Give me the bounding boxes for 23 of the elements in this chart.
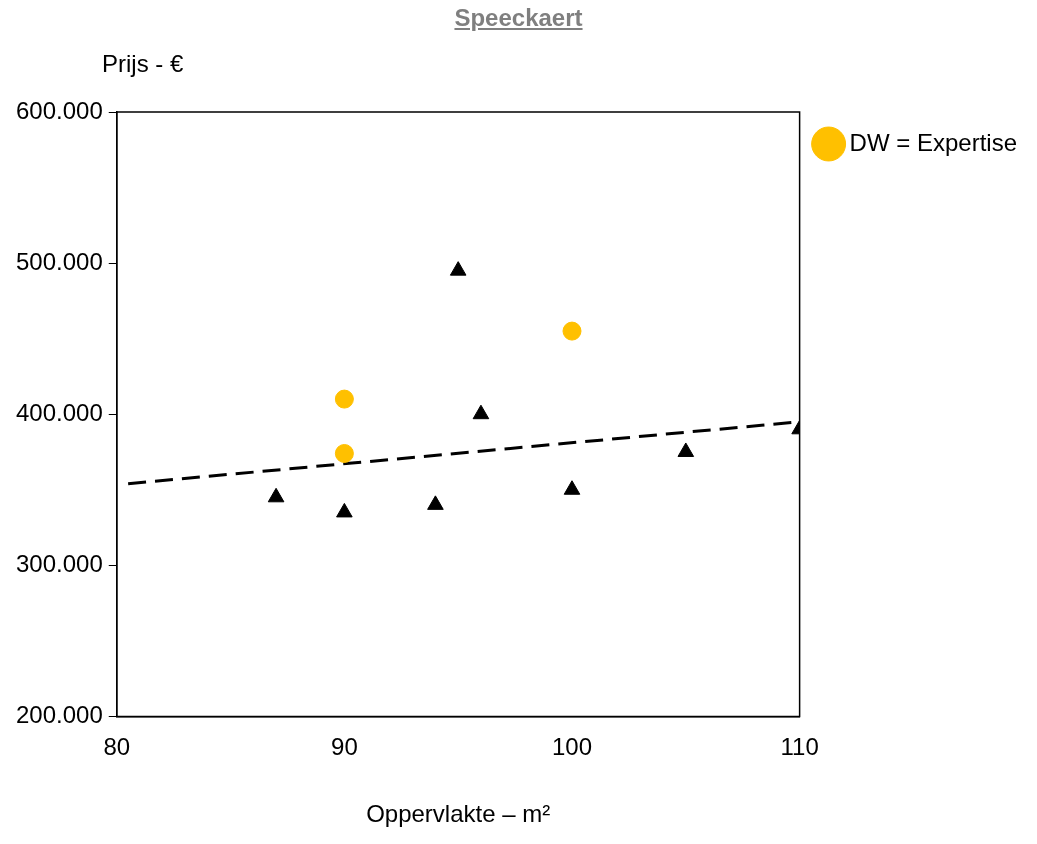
y-tick-label: 400.000 (15, 398, 103, 426)
point (267, 487, 285, 503)
point (563, 480, 581, 495)
point (334, 389, 354, 409)
point (472, 404, 490, 420)
x-tick-label: 90 (331, 733, 358, 761)
x-tick-label: 110 (780, 733, 819, 761)
y-tick-label: 600.000 (15, 96, 103, 124)
point (449, 261, 467, 276)
point (336, 502, 353, 518)
chart-title: Speeckaert (453, 4, 584, 32)
y-tick-label: 200.000 (15, 701, 103, 729)
point (562, 321, 582, 341)
point (334, 443, 354, 463)
y-axis-title: Prijs - € (102, 50, 184, 78)
point (427, 495, 444, 510)
y-tick-label: 500.000 (15, 247, 103, 275)
point (677, 442, 695, 457)
x-tick-label: 80 (103, 733, 131, 761)
x-axis-title: Oppervlakte – m² (366, 800, 551, 828)
legend-label: DW = Expertise (849, 128, 1018, 156)
x-tick-label: 100 (551, 733, 593, 761)
y-tick-label: 300.000 (15, 549, 103, 577)
